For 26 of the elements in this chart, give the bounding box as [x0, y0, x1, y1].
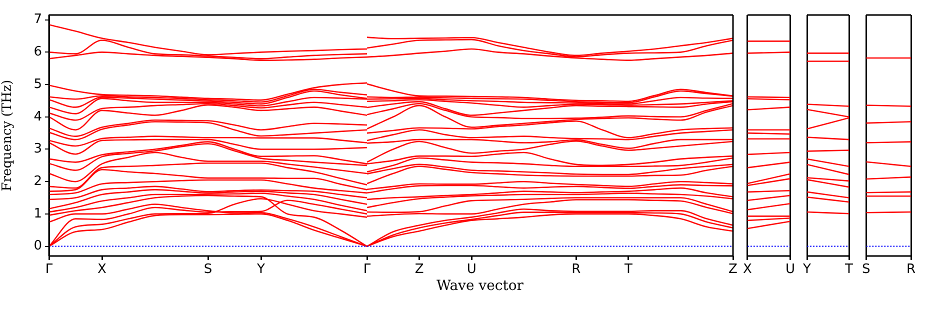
y-tick-label: 4 [34, 109, 42, 124]
x-tick-label: X [743, 262, 752, 278]
x-tick-label: Z [728, 262, 738, 278]
x-tick-label: R [572, 262, 581, 278]
x-tick-label: T [623, 262, 632, 278]
y-tick-label: 0 [34, 238, 42, 254]
x-tick-label: U [785, 262, 795, 278]
x-tick-label: Γ [45, 262, 54, 278]
x-tick-label: Γ [363, 262, 372, 278]
x-tick-label: Y [802, 262, 812, 278]
y-tick-label: 5 [34, 76, 42, 92]
x-tick-label: Z [414, 262, 424, 278]
y-tick-label: 6 [34, 44, 42, 60]
y-tick-label: 3 [34, 142, 42, 157]
x-tick-label: T [844, 262, 854, 278]
y-tick-label: 7 [34, 12, 42, 28]
x-tick-label: S [204, 262, 212, 278]
y-tick-label: 1 [34, 206, 42, 222]
x-axis-title: Wave vector [436, 278, 524, 294]
x-tick-label: Y [256, 262, 266, 278]
x-tick-label: R [906, 262, 916, 278]
x-tick-label: S [862, 262, 870, 278]
x-tick-label: X [98, 262, 107, 278]
y-axis-title: Frequency (THz) [0, 80, 16, 192]
x-tick-label: U [466, 262, 476, 278]
y-tick-label: 2 [34, 174, 42, 189]
